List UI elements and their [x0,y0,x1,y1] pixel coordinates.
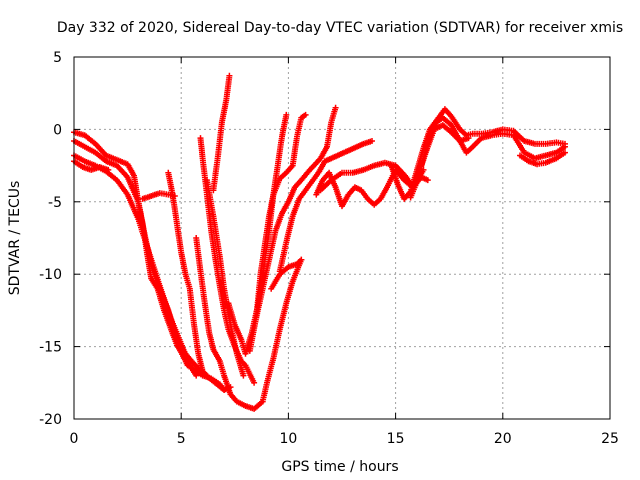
plus-markers [246,104,339,354]
plus-markers [193,235,305,412]
series-arc-21 [517,149,568,168]
x-tick-label: 15 [387,431,405,447]
plus-markers [517,149,568,168]
series-arc-6 [165,169,210,379]
y-tick-label: -20 [39,412,62,428]
data-layer [71,72,568,412]
y-tick-label: -15 [39,340,62,356]
series-arc-12 [253,111,309,321]
series-line [249,107,337,352]
series-arc-7 [193,235,305,412]
y-tick-label: -10 [39,267,62,283]
series-arc-20 [418,122,472,169]
x-tick-label: 20 [494,431,512,447]
x-tick-label: 10 [279,431,297,447]
series-arc-19 [407,114,568,201]
chart-title: Day 332 of 2020, Sidereal Day-to-day VTE… [57,20,623,36]
series-arc-16 [313,166,431,210]
series-arc-15 [276,138,375,275]
x-tick-label: 5 [177,431,186,447]
x-tick-label: 25 [601,431,619,447]
plus-markers [418,122,472,169]
y-tick-label: 0 [53,122,62,138]
y-tick-label: 5 [53,50,62,66]
series-arc-13 [246,104,339,354]
plus-markers [203,177,247,379]
series-arc-4 [71,158,112,173]
series-arc-10 [210,72,233,194]
axis-ticks: 0 5 10 15 20 25 -20 -15 -10 -5 0 5 [39,50,619,447]
y-axis-label: SDTVAR / TECUs [7,181,23,296]
y-tick-label: -5 [48,195,62,211]
plus-markers [165,169,210,379]
plot-frame [73,56,611,420]
plus-markers [407,114,568,201]
x-tick-label: 0 [70,431,79,447]
x-axis-label: GPS time / hours [281,459,398,475]
series-arc-14 [268,256,305,292]
grid [74,57,610,419]
plus-markers [210,72,233,194]
plus-markers [268,256,305,292]
plus-markers [276,138,375,275]
series-arc-9 [203,177,247,379]
